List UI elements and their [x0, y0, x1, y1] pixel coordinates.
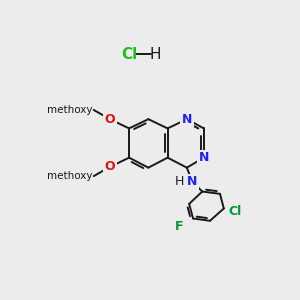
Text: H: H	[175, 175, 184, 188]
Text: F: F	[175, 220, 183, 233]
Text: O: O	[104, 113, 115, 126]
Text: H: H	[149, 47, 161, 62]
Text: N: N	[199, 151, 209, 164]
Text: N: N	[187, 175, 197, 188]
Text: N: N	[182, 113, 192, 126]
Text: Cl: Cl	[121, 47, 137, 62]
Text: Cl: Cl	[229, 205, 242, 218]
Text: methoxy: methoxy	[47, 105, 92, 115]
Text: O: O	[104, 160, 115, 173]
Text: methoxy: methoxy	[47, 171, 92, 181]
